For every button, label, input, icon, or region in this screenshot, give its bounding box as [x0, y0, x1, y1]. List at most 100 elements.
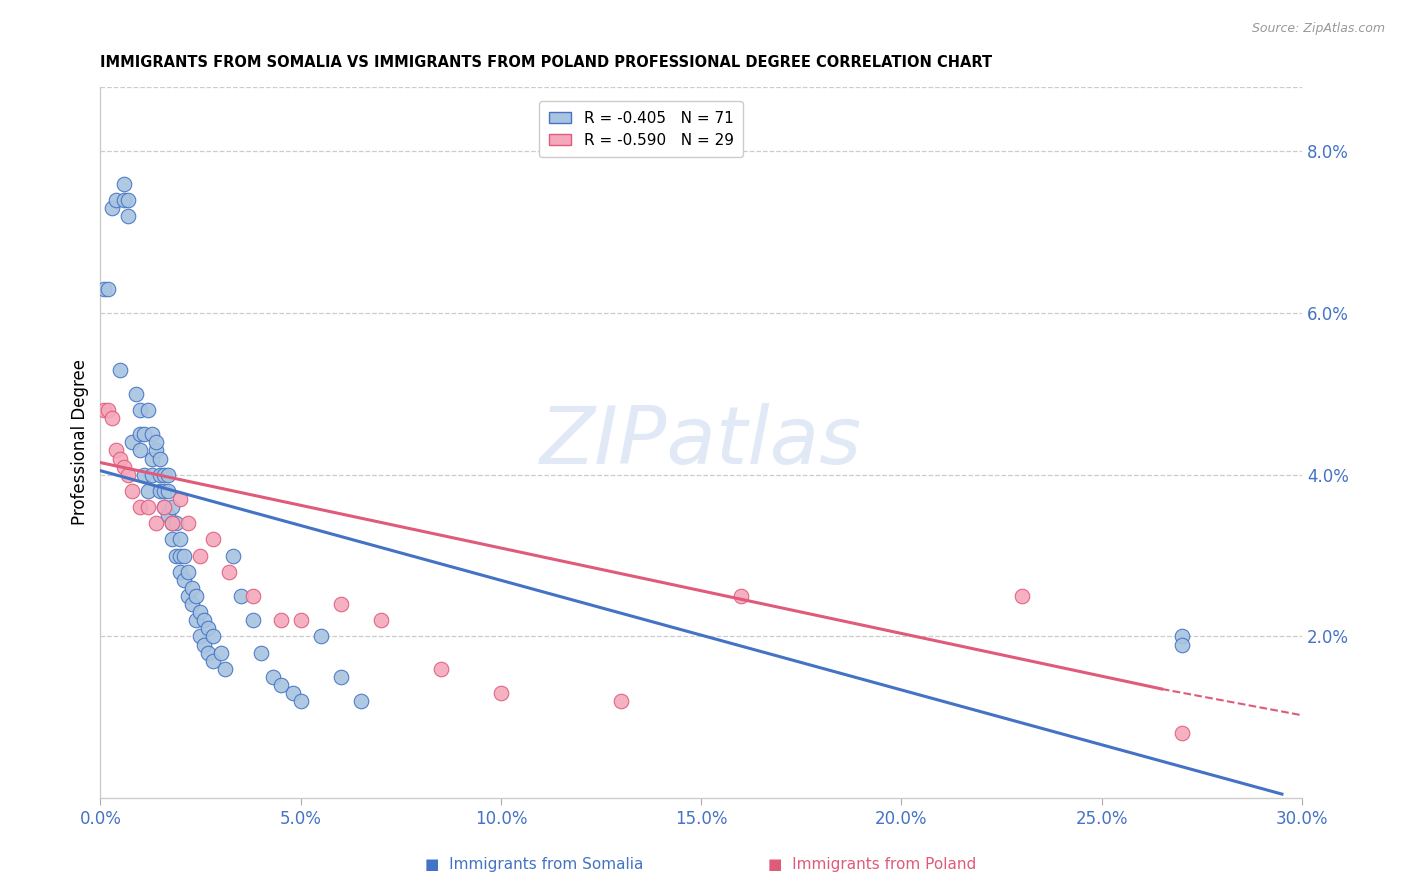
Point	[190, 629, 212, 643]
Point	[218, 565, 240, 579]
Point	[270, 678, 292, 692]
Point	[157, 467, 180, 482]
Point	[190, 549, 212, 563]
Point	[350, 694, 373, 708]
Point	[329, 597, 352, 611]
Point	[201, 533, 224, 547]
Point	[309, 629, 332, 643]
Point	[193, 638, 215, 652]
Point	[138, 403, 160, 417]
Point	[97, 282, 120, 296]
Point	[177, 516, 200, 531]
Point	[177, 565, 200, 579]
Text: IMMIGRANTS FROM SOMALIA VS IMMIGRANTS FROM POLAND PROFESSIONAL DEGREE CORRELATIO: IMMIGRANTS FROM SOMALIA VS IMMIGRANTS FR…	[100, 55, 993, 70]
Point	[149, 483, 172, 498]
Point	[105, 193, 128, 207]
Point	[149, 451, 172, 466]
Point	[145, 435, 167, 450]
Point	[430, 662, 453, 676]
Point	[141, 427, 163, 442]
Text: Source: ZipAtlas.com: Source: ZipAtlas.com	[1251, 22, 1385, 36]
Point	[262, 670, 284, 684]
Point	[169, 533, 191, 547]
Point	[270, 613, 292, 627]
Point	[153, 500, 176, 514]
Point	[209, 646, 232, 660]
Point	[1011, 589, 1033, 603]
Point	[181, 597, 204, 611]
Point	[249, 646, 271, 660]
Point	[281, 686, 304, 700]
Point	[173, 573, 195, 587]
Point	[290, 694, 312, 708]
Point	[141, 451, 163, 466]
Point	[153, 483, 176, 498]
Point	[201, 654, 224, 668]
Point	[169, 565, 191, 579]
Point	[97, 403, 120, 417]
Point	[129, 427, 152, 442]
Point	[117, 467, 139, 482]
Point	[157, 508, 180, 523]
Point	[145, 516, 167, 531]
Point	[162, 500, 184, 514]
Point	[110, 451, 132, 466]
Legend: R = -0.405   N = 71, R = -0.590   N = 29: R = -0.405 N = 71, R = -0.590 N = 29	[540, 102, 742, 157]
Point	[242, 613, 264, 627]
Point	[129, 500, 152, 514]
Point	[101, 411, 124, 425]
Point	[169, 549, 191, 563]
Point	[193, 613, 215, 627]
Point	[165, 516, 187, 531]
Point	[145, 443, 167, 458]
Point	[229, 589, 252, 603]
Point	[177, 589, 200, 603]
Point	[186, 589, 208, 603]
Point	[129, 403, 152, 417]
Point	[610, 694, 633, 708]
Point	[112, 177, 135, 191]
Point	[370, 613, 392, 627]
Text: ■  Immigrants from Poland: ■ Immigrants from Poland	[768, 857, 976, 872]
Point	[121, 435, 143, 450]
Point	[157, 483, 180, 498]
Y-axis label: Professional Degree: Professional Degree	[72, 359, 89, 525]
Point	[134, 467, 156, 482]
Point	[730, 589, 752, 603]
Point	[186, 613, 208, 627]
Point	[134, 427, 156, 442]
Point	[197, 621, 219, 635]
Point	[129, 443, 152, 458]
Point	[117, 193, 139, 207]
Point	[1171, 638, 1194, 652]
Point	[329, 670, 352, 684]
Point	[242, 589, 264, 603]
Point	[201, 629, 224, 643]
Point	[93, 282, 115, 296]
Point	[121, 483, 143, 498]
Point	[214, 662, 236, 676]
Point	[138, 483, 160, 498]
Point	[149, 467, 172, 482]
Point	[110, 362, 132, 376]
Point	[221, 549, 243, 563]
Point	[165, 549, 187, 563]
Point	[93, 403, 115, 417]
Point	[101, 201, 124, 215]
Point	[162, 533, 184, 547]
Text: ZIPatlas: ZIPatlas	[540, 403, 862, 482]
Point	[173, 549, 195, 563]
Point	[162, 516, 184, 531]
Point	[169, 491, 191, 506]
Point	[112, 459, 135, 474]
Point	[197, 646, 219, 660]
Point	[162, 516, 184, 531]
Point	[153, 500, 176, 514]
Point	[138, 500, 160, 514]
Point	[190, 605, 212, 619]
Point	[105, 443, 128, 458]
Point	[112, 193, 135, 207]
Point	[117, 209, 139, 223]
Point	[125, 387, 148, 401]
Point	[141, 467, 163, 482]
